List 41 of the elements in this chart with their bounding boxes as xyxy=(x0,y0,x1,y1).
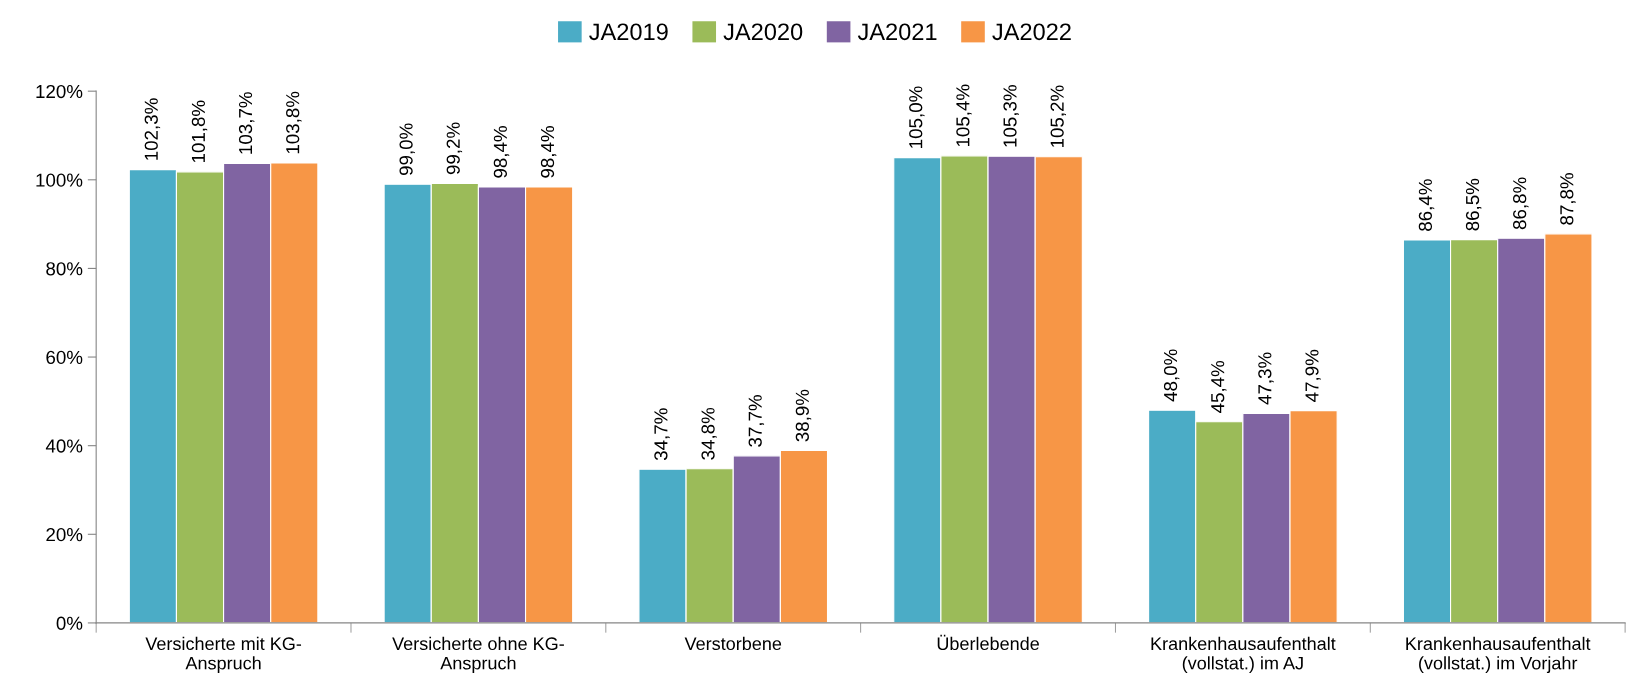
data-label: 98,4% xyxy=(540,126,557,178)
x-tick-label: Verstorbene xyxy=(684,636,782,651)
y-tick-label: 120% xyxy=(36,84,83,99)
data-label: 98,4% xyxy=(493,126,510,178)
data-label: 87,8% xyxy=(1560,173,1576,225)
y-tick-label: 60% xyxy=(46,350,83,365)
y-tick-label: 20% xyxy=(46,528,83,542)
data-label: 86,8% xyxy=(1513,177,1529,230)
x-tick-label: Überlebende xyxy=(937,634,1039,651)
legend-label: JA2021 xyxy=(857,23,937,41)
y-tick-label: 40% xyxy=(45,439,83,453)
data-label: 103,8% xyxy=(286,91,302,154)
data-label: 99,2% xyxy=(446,122,463,175)
x-tick-label: Versicherte ohne KG- Anspruch xyxy=(392,636,564,674)
data-label: 103,7% xyxy=(238,92,255,154)
data-label: 105,3% xyxy=(1003,85,1019,147)
x-tick-label: Krankenhausaufenthalt (vollstat.) im AJ xyxy=(1151,636,1336,674)
y-tick-label: 100% xyxy=(36,173,83,187)
y-tick-label: 0% xyxy=(56,616,83,630)
data-label: 99,0% xyxy=(399,123,415,176)
data-label: 48,0% xyxy=(1163,349,1180,402)
data-label: 34,7% xyxy=(654,408,670,461)
data-label: 102,3% xyxy=(144,98,161,160)
y-tick-label: 80% xyxy=(46,262,83,276)
legend-label: JA2020 xyxy=(723,23,803,41)
data-label: 105,4% xyxy=(956,84,972,147)
data-label: 47,3% xyxy=(1258,352,1274,405)
data-label: 38,9% xyxy=(795,389,812,442)
data-label: 45,4% xyxy=(1211,360,1227,413)
legend-label: JA2022 xyxy=(992,23,1071,41)
data-label: 47,9% xyxy=(1305,349,1321,402)
data-label: 86,5% xyxy=(1465,178,1482,231)
data-label: 34,8% xyxy=(701,407,717,460)
data-label: 86,4% xyxy=(1418,179,1435,231)
data-label: 105,2% xyxy=(1050,85,1067,147)
data-label: 37,7% xyxy=(748,395,765,447)
x-tick-label: Krankenhausaufenthalt (vollstat.) im Vorjahr xyxy=(1406,636,1591,674)
data-label: 101,8% xyxy=(191,100,208,163)
data-label: 105,0% xyxy=(909,86,925,148)
x-tick-label: Versicherte mit KG- Anspruch xyxy=(145,636,302,674)
legend-label: JA2019 xyxy=(589,23,668,41)
